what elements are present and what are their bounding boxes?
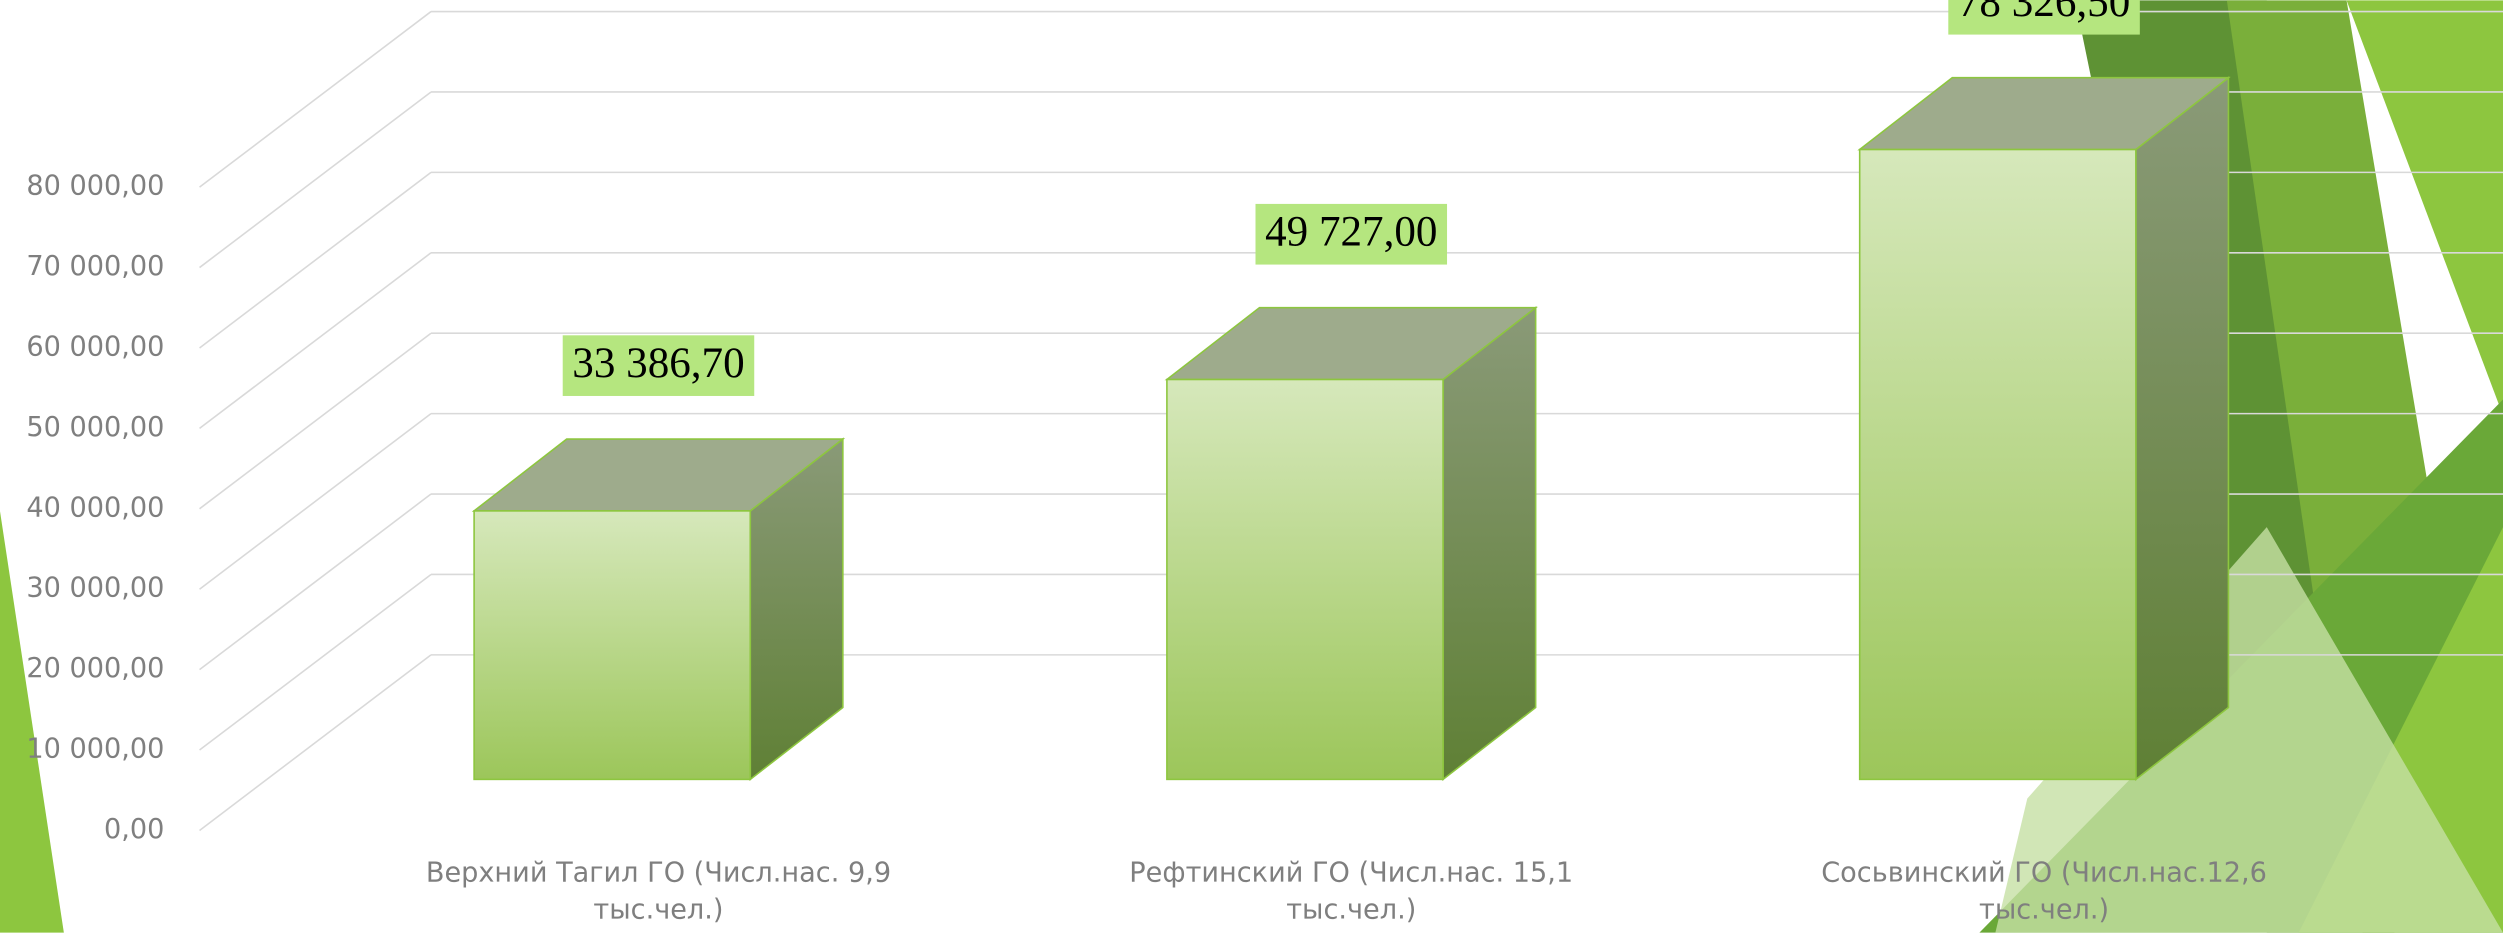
grid-line [199, 91, 432, 269]
grid-line [199, 171, 432, 349]
y-tick-label: 10 000,00 [26, 734, 164, 765]
bar [1858, 148, 2137, 781]
value-label: 78 326,50 [1958, 0, 2130, 26]
value-label: 49 727,00 [1265, 209, 1437, 256]
grid-line [199, 252, 432, 430]
value-label-box [562, 335, 755, 396]
grid-line [199, 573, 432, 751]
value-label-box [1948, 0, 2140, 35]
bar [1166, 378, 1444, 781]
y-tick-label: 0,00 [104, 814, 164, 845]
grid-line [199, 654, 432, 832]
bar-side [1442, 306, 1537, 782]
y-tick-label: 30 000,00 [26, 573, 164, 604]
y-tick-label: 40 000,00 [26, 492, 164, 523]
grid-line [199, 10, 432, 188]
value-label: 33 386,70 [572, 340, 744, 387]
bar [473, 510, 752, 781]
x-tick-label: Верхний Тагил ГО (Числ.нас. 9,9 тыс.чел.… [425, 857, 892, 927]
y-tick-label: 50 000,00 [26, 412, 164, 443]
x-tick-label: Рефтинский ГО (Числ.нас. 15,1 тыс.чел.) [1129, 857, 1574, 927]
y-tick-label: 70 000,00 [26, 251, 164, 282]
bar-side [2135, 76, 2230, 782]
grid-line [199, 412, 432, 590]
grid-line [199, 493, 432, 671]
x-label-box: Рефтинский ГО (Числ.нас. 15,1 тыс.чел.) [1129, 857, 1574, 927]
grid-line [199, 332, 432, 510]
value-label-box [1255, 203, 1448, 265]
y-tick-label: 20 000,00 [26, 653, 164, 684]
x-label-box: Верхний Тагил ГО (Числ.нас. 9,9 тыс.чел.… [425, 857, 892, 927]
x-label-box: Сосьвинский ГО (Числ.нас.12,6 тыс.чел.) [1821, 857, 2267, 927]
x-tick-label: Сосьвинский ГО (Числ.нас.12,6 тыс.чел.) [1821, 857, 2267, 927]
y-tick-label: 60 000,00 [26, 331, 164, 362]
y-tick-label: 80 000,00 [26, 171, 164, 202]
